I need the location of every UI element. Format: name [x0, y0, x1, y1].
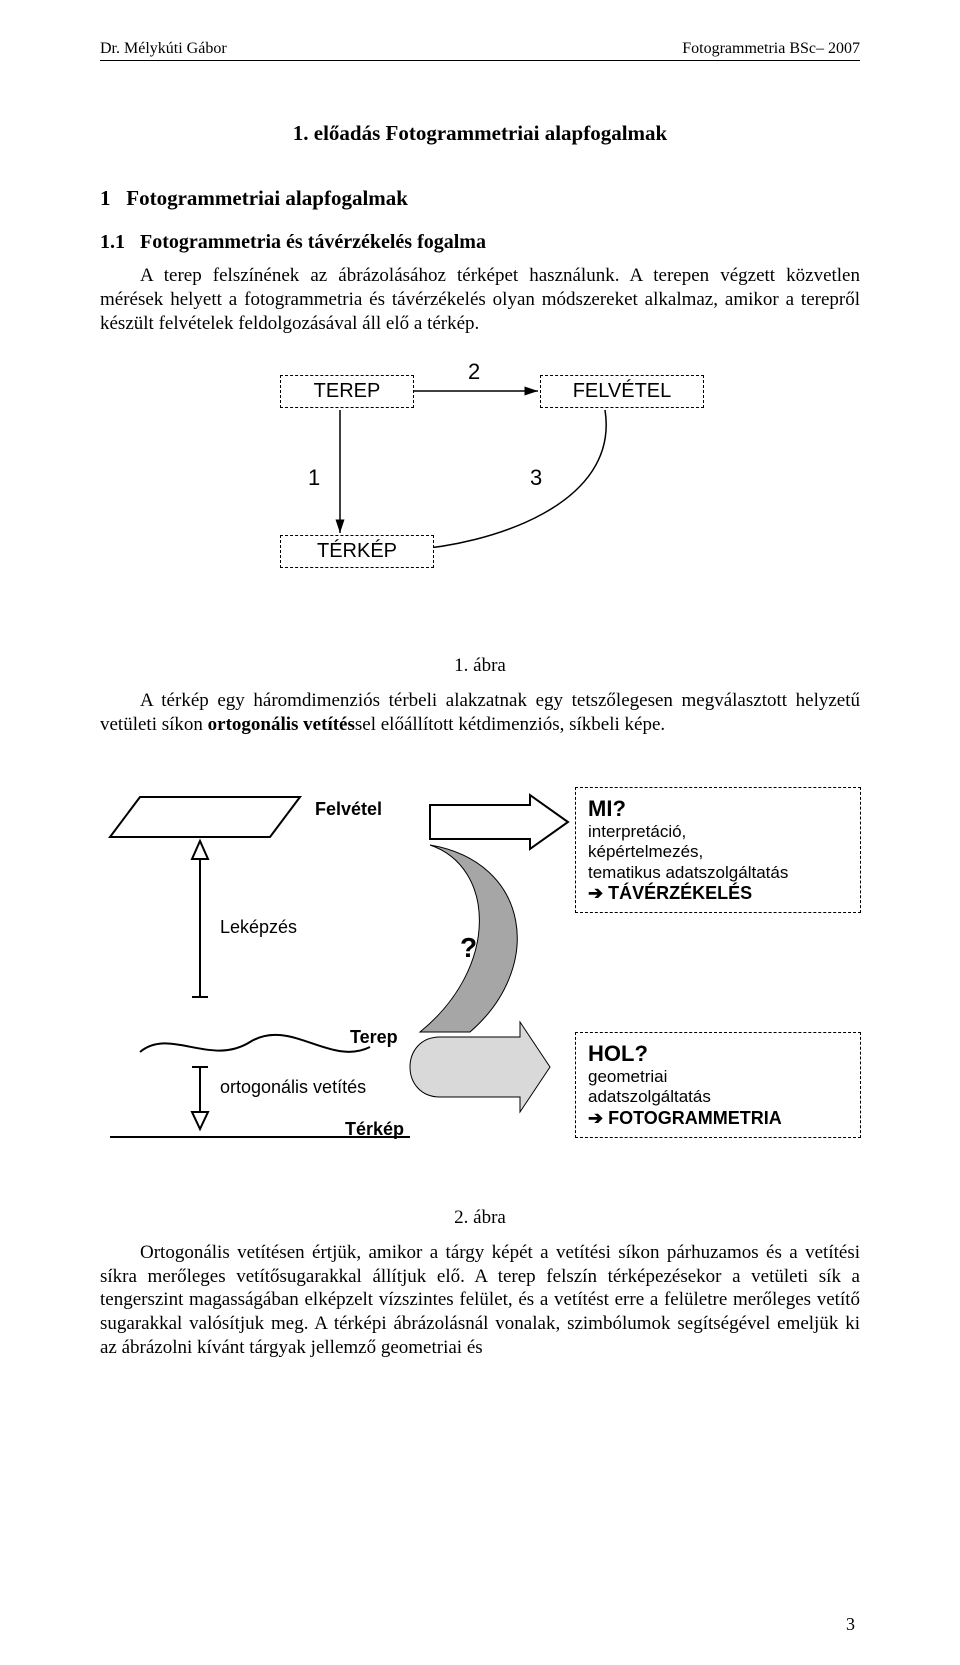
section-1-1-title: Fotogrammetria és távérzékelés fogalma	[140, 231, 486, 253]
lecture-title: 1. előadás Fotogrammetriai alapfogalmak	[100, 121, 860, 146]
paragraph-1: A terep felszínének az ábrázolásához tér…	[100, 264, 860, 335]
section-1-title: Fotogrammetriai alapfogalmak	[126, 186, 408, 210]
page-number: 3	[846, 1614, 855, 1635]
fig2-mi-line3: tematikus adatszolgáltatás	[588, 863, 848, 883]
fig1-label-3: 3	[530, 465, 542, 491]
header-author: Dr. Mélykúti Gábor	[100, 40, 227, 58]
page-header: Dr. Mélykúti Gábor Fotogrammetria BSc– 2…	[100, 40, 860, 61]
fig2-label-terkep: Térkép	[345, 1119, 404, 1140]
fig1-box-terkep: TÉRKÉP	[280, 535, 434, 568]
para2-bold: ortogonális vetítés	[208, 714, 355, 735]
section-1-1-heading: 1.1 Fotogrammetria és távérzékelés fogal…	[100, 231, 860, 254]
paragraph-2: A térkép egy háromdimenziós térbeli alak…	[100, 689, 860, 737]
fig2-mi-arrow: ➔ TÁVÉRZÉKELÉS	[588, 883, 848, 904]
fig2-mi-box: MI? interpretáció, képértelmezés, temati…	[575, 787, 861, 913]
fig1-label-2: 2	[468, 359, 480, 385]
fig1-box-felvetel: FELVÉTEL	[540, 375, 704, 408]
fig2-mi-line1: interpretáció,	[588, 822, 848, 842]
figure-1: TEREP FELVÉTEL TÉRKÉP 2 1 3	[230, 365, 730, 645]
fig2-label-ortogonalis: ortogonális vetítés	[220, 1077, 366, 1098]
fig2-hol-box: HOL? geometriai adatszolgáltatás ➔ FOTOG…	[575, 1032, 861, 1138]
fig2-mi-title: MI?	[588, 796, 848, 822]
fig2-hol-arrow: ➔ FOTOGRAMMETRIA	[588, 1108, 848, 1129]
fig2-hol-title: HOL?	[588, 1041, 848, 1067]
fig2-question-mark: ?	[460, 932, 477, 964]
section-1-heading: 1 Fotogrammetriai alapfogalmak	[100, 186, 860, 211]
page: Dr. Mélykúti Gábor Fotogrammetria BSc– 2…	[0, 0, 960, 1665]
fig2-hol-line1: geometriai	[588, 1067, 848, 1087]
fig2-mi-line2: képértelmezés,	[588, 842, 848, 862]
fig2-label-lekepzes: Leképzés	[220, 917, 297, 938]
figure-1-caption: 1. ábra	[100, 655, 860, 677]
paragraph-3: Ortogonális vetítésen értjük, amikor a t…	[100, 1241, 860, 1360]
figure-2-caption: 2. ábra	[100, 1207, 860, 1229]
fig1-label-1: 1	[308, 465, 320, 491]
fig2-label-felvetel: Felvétel	[315, 799, 382, 820]
fig2-label-terep: Terep	[350, 1027, 398, 1048]
fig2-hol-line2: adatszolgáltatás	[588, 1087, 848, 1107]
section-1-1-number: 1.1	[100, 231, 125, 253]
header-course: Fotogrammetria BSc– 2007	[682, 40, 860, 58]
section-1-number: 1	[100, 186, 111, 210]
fig1-box-terep: TEREP	[280, 375, 414, 408]
para2-part-c: sel előállított kétdimenziós, síkbeli ké…	[355, 714, 665, 735]
figure-2: Felvétel Leképzés Terep ortogonális vetí…	[100, 767, 860, 1197]
